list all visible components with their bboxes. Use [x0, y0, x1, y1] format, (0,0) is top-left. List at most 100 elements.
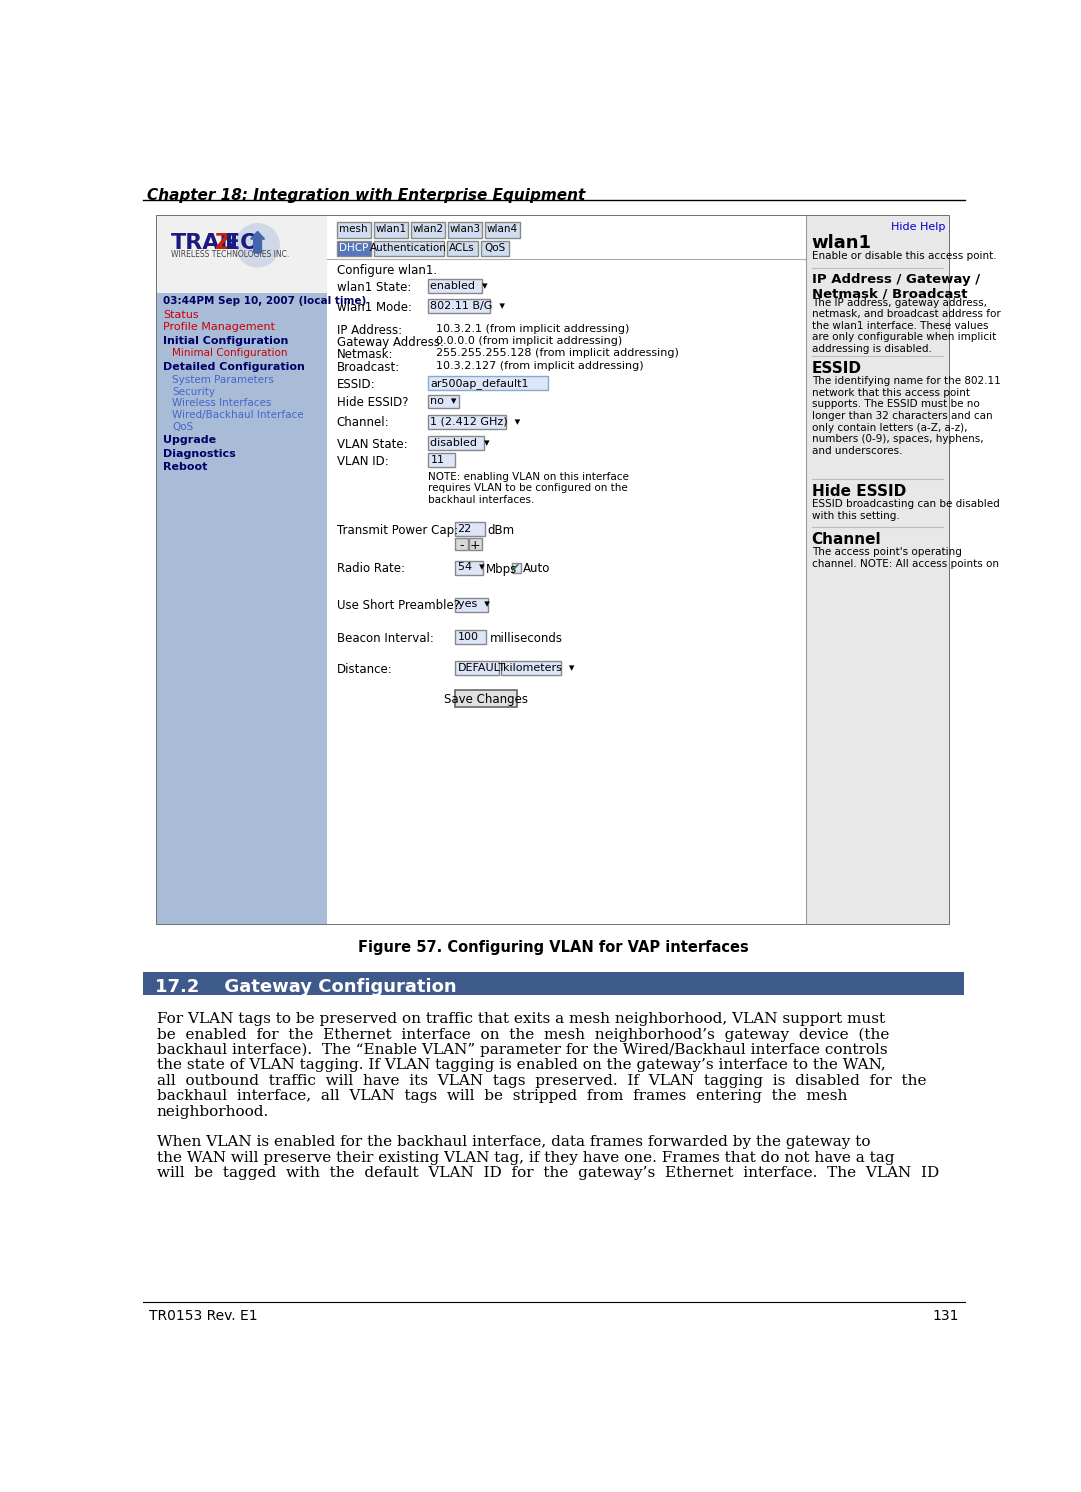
Text: The access point's operating
channel. NOTE: All access points on: The access point's operating channel. NO… [812, 548, 999, 568]
Text: enabled  ▾: enabled ▾ [430, 280, 488, 291]
Bar [449, 222, 482, 237]
Text: no  ▾: no ▾ [430, 397, 457, 406]
Text: 131: 131 [933, 1310, 959, 1323]
Text: Figure 57. Configuring VLAN for VAP interfaces: Figure 57. Configuring VLAN for VAP inte… [358, 940, 749, 955]
Text: +: + [470, 539, 481, 552]
Text: Hide ESSID: Hide ESSID [812, 483, 906, 498]
Text: ✔: ✔ [511, 562, 520, 573]
Text: Beacon Interval:: Beacon Interval: [336, 631, 433, 645]
Text: Use Short Preamble?: Use Short Preamble? [336, 600, 459, 612]
Bar [469, 537, 481, 551]
Bar [805, 216, 949, 925]
Text: Status: Status [163, 310, 199, 319]
Text: When VLAN is enabled for the backhaul interface, data frames forwarded by the ga: When VLAN is enabled for the backhaul in… [157, 1135, 870, 1149]
Text: Chapter 18: Integration with Enterprise Equipment: Chapter 18: Integration with Enterprise … [147, 188, 585, 203]
Text: VLAN State:: VLAN State: [336, 437, 408, 451]
Bar [157, 216, 949, 925]
Text: Hide Help: Hide Help [891, 222, 945, 233]
Bar [336, 240, 371, 257]
Text: Radio Rate:: Radio Rate: [336, 562, 404, 576]
Text: -: - [459, 539, 464, 552]
Text: Channel:: Channel: [336, 416, 389, 430]
Text: For VLAN tags to be preserved on traffic that exits a mesh neighborhood, VLAN su: For VLAN tags to be preserved on traffic… [157, 1012, 885, 1026]
Text: 0.0.0.0 (from implicit addressing): 0.0.0.0 (from implicit addressing) [436, 336, 622, 346]
Text: wlan3: wlan3 [450, 224, 481, 234]
Text: Mbps: Mbps [486, 562, 518, 576]
Text: VLAN ID:: VLAN ID: [336, 455, 388, 467]
Bar [455, 537, 468, 551]
Text: wlan1 Mode:: wlan1 Mode: [336, 301, 412, 313]
Text: dBm: dBm [488, 524, 515, 537]
Text: Channel: Channel [812, 531, 881, 546]
Text: ACLs: ACLs [450, 243, 475, 254]
Bar [374, 222, 408, 237]
Text: IP Address:: IP Address: [336, 324, 402, 337]
Text: QoS: QoS [484, 243, 505, 254]
Text: Distance:: Distance: [336, 662, 392, 676]
Text: The IP address, gateway address,
netmask, and broadcast address for
the wlan1 in: The IP address, gateway address, netmask… [812, 297, 1000, 354]
Bar [143, 973, 964, 995]
Bar [428, 300, 490, 313]
Text: ESSID broadcasting can be disabled
with this setting.: ESSID broadcasting can be disabled with … [812, 500, 1000, 521]
Text: milliseconds: milliseconds [490, 631, 563, 645]
Text: neighborhood.: neighborhood. [157, 1104, 269, 1119]
FancyArrow shape [251, 231, 265, 254]
Bar [455, 661, 498, 674]
Bar [428, 454, 455, 467]
Text: mesh: mesh [339, 224, 368, 234]
Text: Authentication: Authentication [371, 243, 448, 254]
Text: 11: 11 [430, 455, 444, 464]
Text: Diagnostics: Diagnostics [163, 449, 236, 460]
Bar [428, 395, 459, 409]
Text: backhaul interface).  The “Enable VLAN” parameter for the Wired/Backhaul interfa: backhaul interface). The “Enable VLAN” p… [157, 1043, 888, 1058]
Bar [455, 598, 488, 612]
Text: TR0153 Rev. E1: TR0153 Rev. E1 [149, 1310, 257, 1323]
Text: wlan1: wlan1 [812, 234, 871, 252]
Text: Wired/Backhaul Interface: Wired/Backhaul Interface [172, 410, 304, 421]
Bar [455, 691, 517, 707]
Text: Netmask:: Netmask: [336, 349, 393, 361]
Text: 1 (2.412 GHz)  ▾: 1 (2.412 GHz) ▾ [430, 416, 521, 427]
Text: wlan1: wlan1 [375, 224, 406, 234]
Text: 10.3.2.127 (from implicit addressing): 10.3.2.127 (from implicit addressing) [436, 361, 643, 370]
Text: Minimal Configuration: Minimal Configuration [172, 349, 288, 358]
Text: 100: 100 [457, 631, 479, 642]
Text: will  be  tagged  with  the  default  VLAN  ID  for  the  gateway’s  Ethernet  i: will be tagged with the default VLAN ID … [157, 1167, 939, 1180]
Bar [455, 561, 483, 574]
Text: Transmit Power Cap:: Transmit Power Cap: [336, 524, 457, 537]
Text: be  enabled  for  the  Ethernet  interface  on  the  mesh  neighborhood’s  gatew: be enabled for the Ethernet interface on… [157, 1028, 890, 1041]
Bar [336, 222, 371, 237]
Text: Upgrade: Upgrade [163, 436, 216, 446]
Bar [328, 216, 805, 925]
Text: EO: EO [225, 233, 259, 254]
Bar [455, 522, 484, 536]
Text: 10.3.2.1 (from implicit addressing): 10.3.2.1 (from implicit addressing) [436, 324, 629, 334]
Text: WIRELESS TECHNOLOGIES INC.: WIRELESS TECHNOLOGIES INC. [171, 249, 289, 260]
Text: System Parameters: System Parameters [172, 376, 275, 385]
Bar [455, 630, 486, 645]
Bar [374, 240, 443, 257]
Text: TRAN: TRAN [171, 233, 239, 254]
Text: DHCP: DHCP [339, 243, 369, 254]
Text: Save Changes: Save Changes [444, 694, 529, 706]
Text: the WAN will preserve their existing VLAN tag, if they have one. Frames that do : the WAN will preserve their existing VLA… [157, 1150, 894, 1165]
Text: wlan1 State:: wlan1 State: [336, 280, 411, 294]
Bar [157, 292, 328, 925]
Text: QoS: QoS [172, 422, 193, 431]
Text: 255.255.255.128 (from implicit addressing): 255.255.255.128 (from implicit addressin… [436, 349, 679, 358]
Text: 03:44PM Sep 10, 2007 (local time): 03:44PM Sep 10, 2007 (local time) [163, 295, 366, 306]
Text: Gateway Address:: Gateway Address: [336, 336, 443, 349]
Text: Configure wlan1.: Configure wlan1. [336, 264, 437, 276]
Text: Profile Management: Profile Management [163, 322, 275, 333]
Text: ar500ap_default1: ar500ap_default1 [430, 377, 529, 388]
Text: Initial Configuration: Initial Configuration [163, 336, 289, 346]
Text: Reboot: Reboot [163, 463, 208, 473]
Text: wlan4: wlan4 [486, 224, 518, 234]
Text: Z: Z [215, 233, 231, 254]
Text: The identifying name for the 802.11
network that this access point
supports. The: The identifying name for the 802.11 netw… [812, 376, 1000, 455]
Text: ESSID:: ESSID: [336, 377, 375, 391]
Text: Hide ESSID?: Hide ESSID? [336, 397, 409, 409]
Text: kilometers  ▾: kilometers ▾ [504, 662, 575, 673]
Bar [428, 415, 506, 428]
Text: DEFAULT: DEFAULT [457, 662, 506, 673]
